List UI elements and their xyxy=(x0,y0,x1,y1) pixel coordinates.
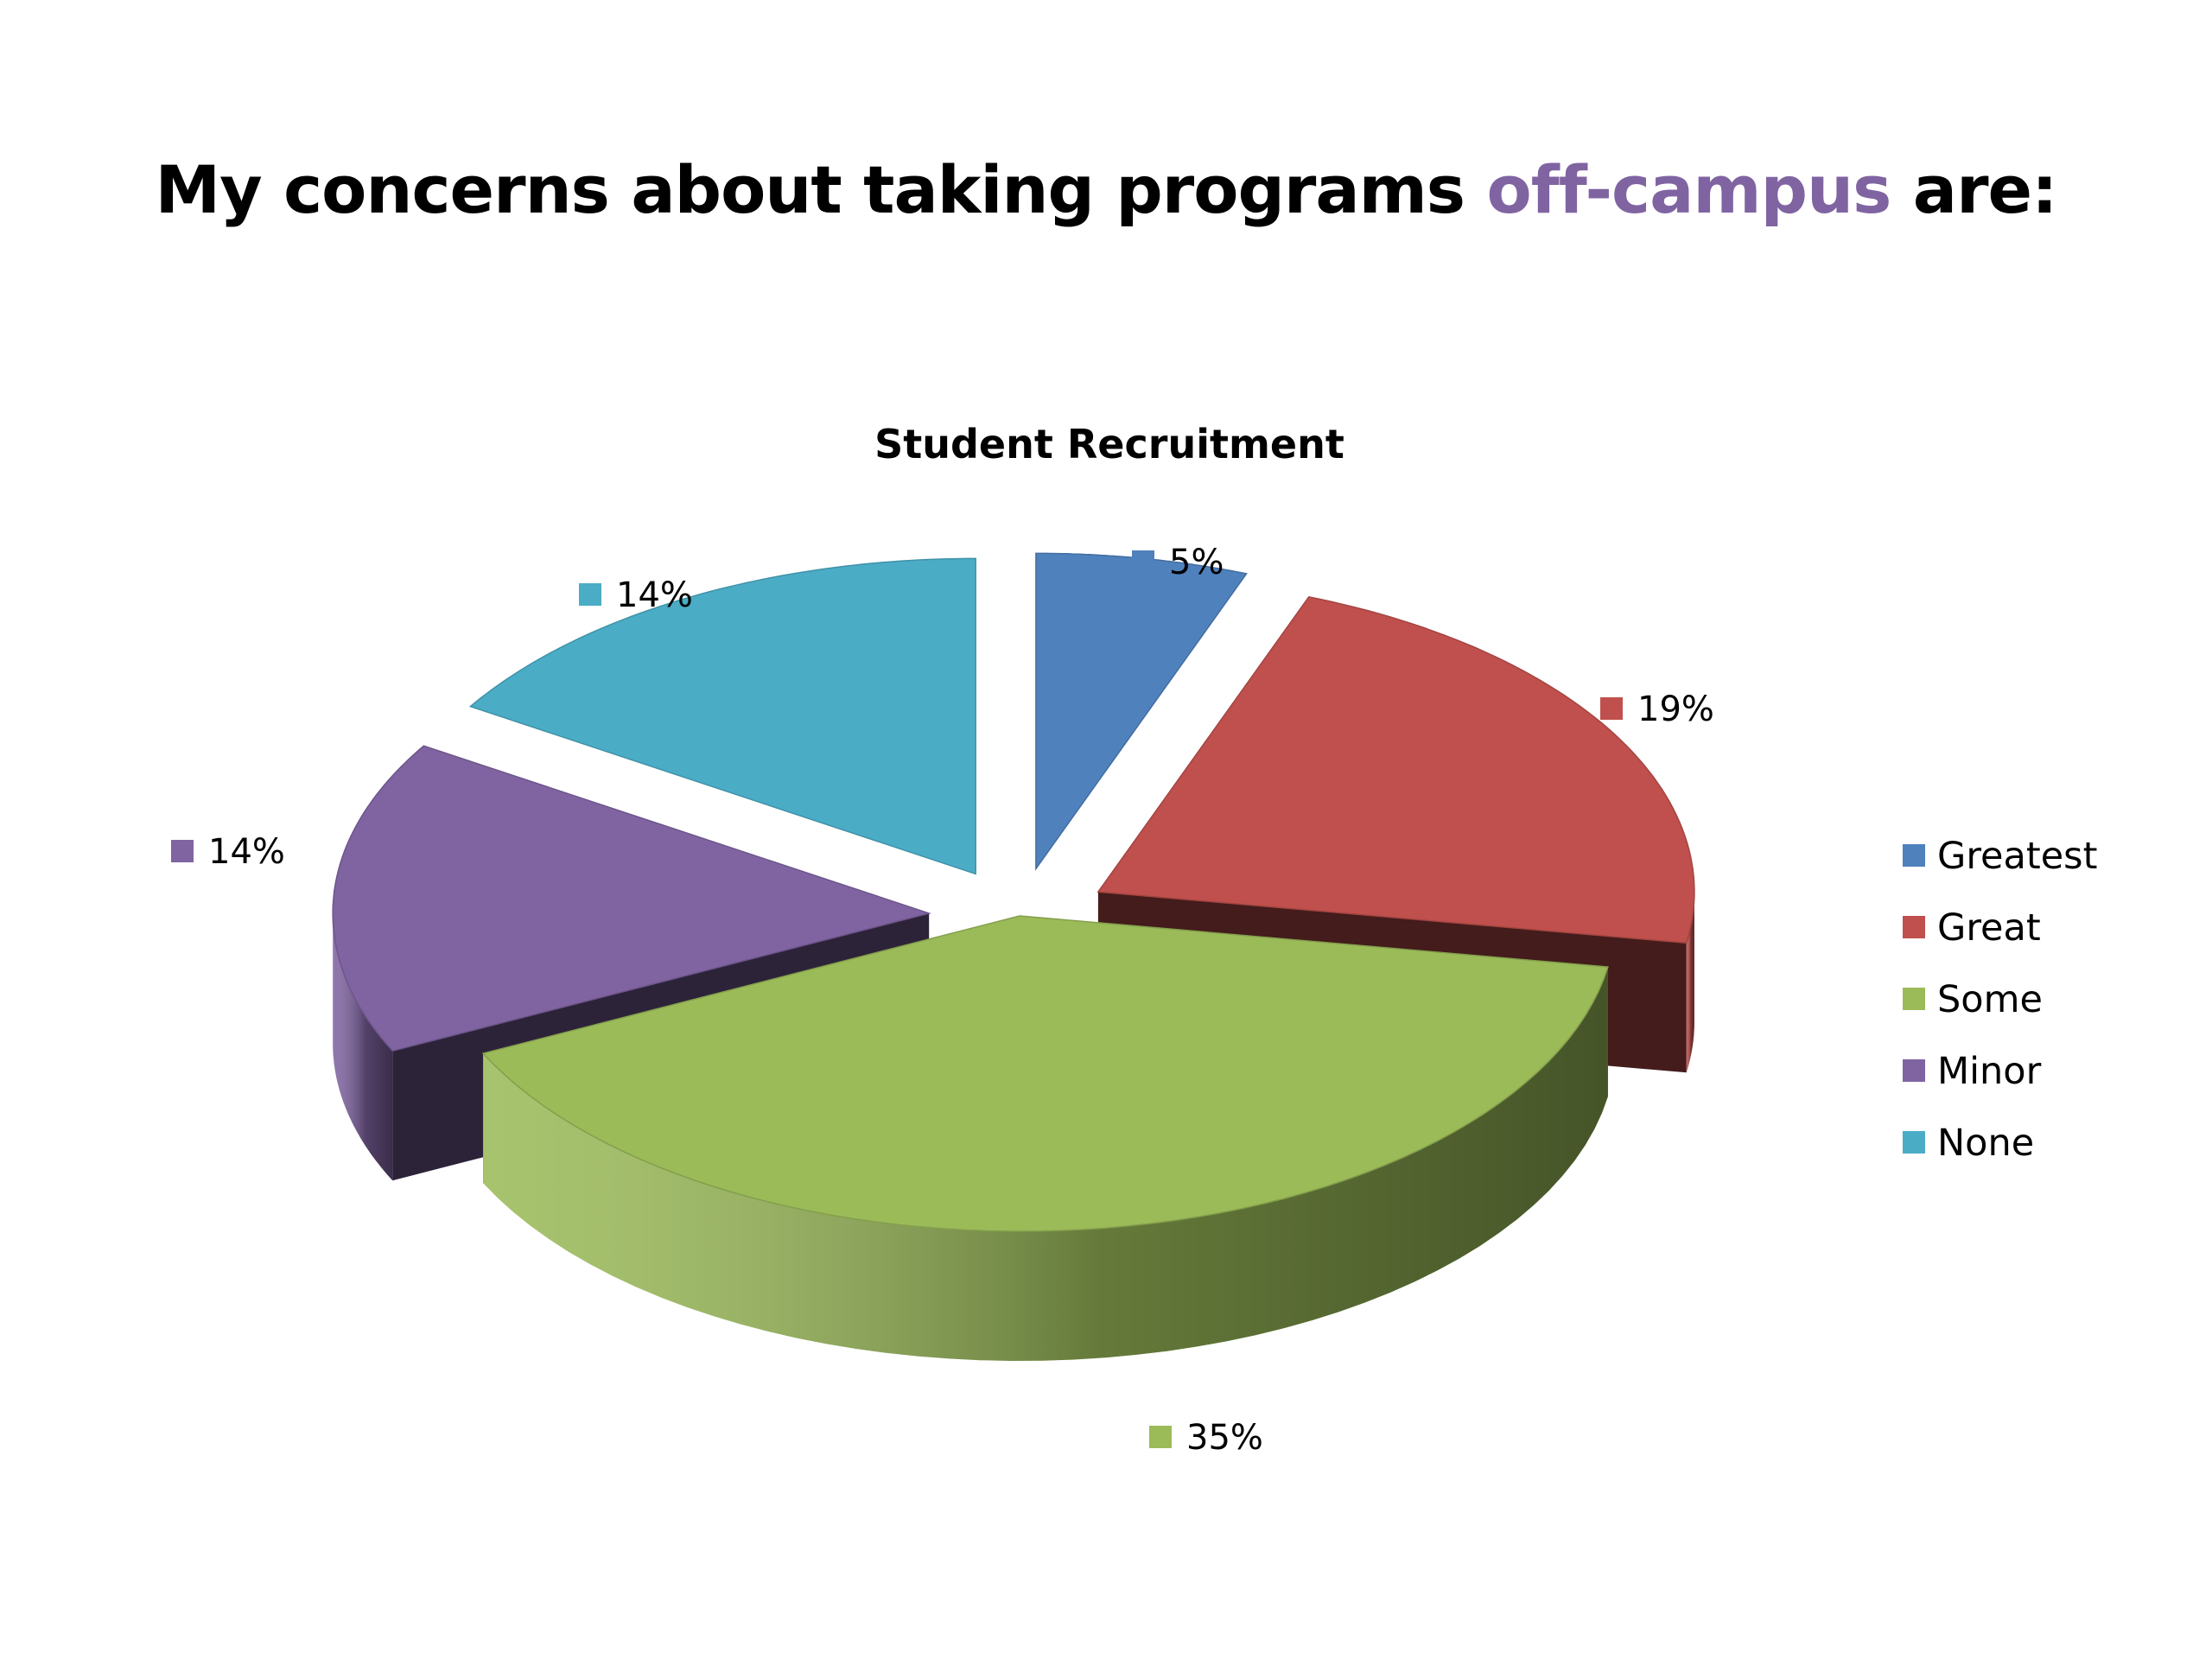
title-text-before: My concerns about taking programs xyxy=(155,151,1487,228)
legend-item-greatest: Greatest xyxy=(1903,835,2097,878)
legend-item-none: None xyxy=(1903,1122,2034,1165)
data-label-text: 14% xyxy=(208,832,285,872)
data-label-some: 35% xyxy=(1149,1418,1263,1458)
legend-item-great: Great xyxy=(1903,906,2041,950)
data-label-minor: 14% xyxy=(171,832,285,872)
data-label-key xyxy=(1132,550,1154,573)
slice-top xyxy=(1096,595,1695,944)
data-label-text: 5% xyxy=(1169,543,1224,582)
data-label-great: 19% xyxy=(1600,690,1714,729)
data-label-none: 14% xyxy=(579,575,693,615)
slice-top xyxy=(468,557,976,875)
legend-swatch xyxy=(1903,1059,1925,1082)
data-label-text: 35% xyxy=(1186,1418,1263,1458)
legend-swatch xyxy=(1903,1131,1925,1154)
slice-top xyxy=(481,915,1609,1232)
slide-title: My concerns about taking programs off-ca… xyxy=(0,151,2212,228)
data-label-key xyxy=(1600,697,1623,720)
title-text-after: are: xyxy=(1891,151,2058,228)
legend-item-some: Some xyxy=(1903,978,2043,1021)
legend-label: None xyxy=(1937,1122,2034,1165)
data-label-text: 14% xyxy=(616,575,693,615)
pie-slice-none xyxy=(468,557,976,875)
title-highlight: off-campus xyxy=(1486,151,1892,228)
slice-top xyxy=(332,745,931,1052)
legend-label: Some xyxy=(1937,978,2043,1021)
legend-swatch xyxy=(1903,844,1925,867)
data-label-key xyxy=(171,840,194,862)
slice-rim-shade xyxy=(483,967,1608,1361)
legend-item-minor: Minor xyxy=(1903,1050,2042,1093)
data-label-key xyxy=(1149,1426,1172,1448)
pie-slice-some xyxy=(481,915,1609,1361)
legend-label: Greatest xyxy=(1937,835,2097,878)
legend-label: Minor xyxy=(1937,1050,2042,1093)
data-label-key xyxy=(579,583,601,606)
legend-swatch xyxy=(1903,916,1925,938)
legend-swatch xyxy=(1903,988,1925,1010)
data-label-greatest: 5% xyxy=(1132,543,1224,582)
chart-title: Student Recruitment xyxy=(874,421,1344,467)
data-label-text: 19% xyxy=(1637,690,1714,729)
slice-rim-shade xyxy=(333,913,393,1181)
legend-label: Great xyxy=(1937,906,2041,950)
